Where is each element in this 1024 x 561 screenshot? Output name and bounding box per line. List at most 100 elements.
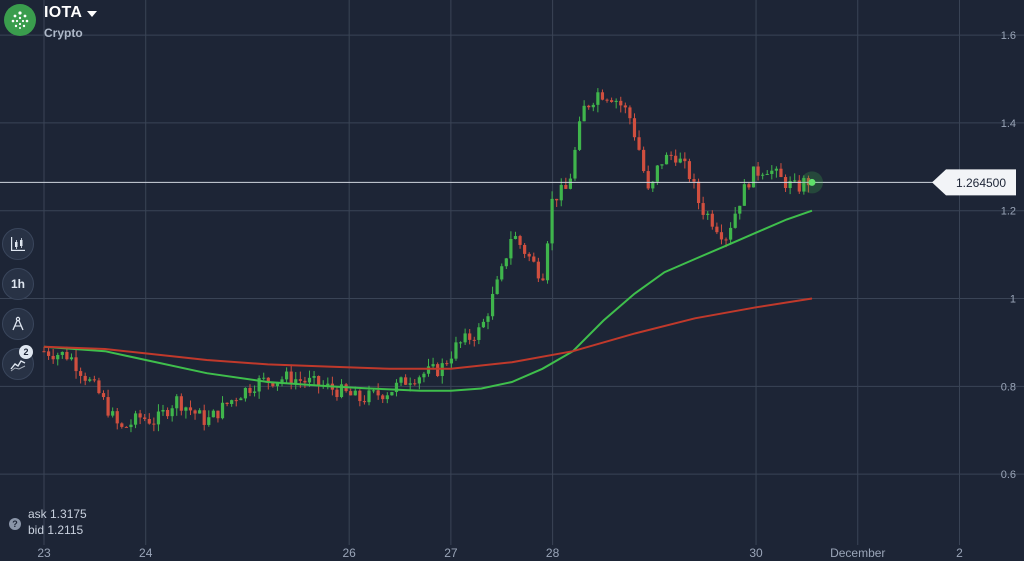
x-tick-label: 23 [37, 546, 51, 560]
candle-down [358, 390, 362, 402]
candle-up [220, 402, 225, 419]
candle-up [211, 410, 215, 418]
candle-up [69, 357, 74, 360]
candle-down [51, 355, 55, 360]
candle-down [92, 379, 96, 381]
chart-type-button[interactable] [2, 228, 34, 260]
x-tick-label: 24 [139, 546, 153, 560]
candle-up [312, 376, 316, 378]
moving-average-slow-line [43, 297, 813, 370]
candle-down [120, 423, 124, 427]
candle-up [614, 100, 618, 102]
candle-up [184, 407, 188, 411]
candle-up [559, 184, 563, 201]
ask-price: ask 1.3175 [28, 507, 87, 521]
candle-down [289, 371, 293, 385]
candle-down [468, 333, 472, 340]
candle-down [779, 168, 783, 178]
candle-down [692, 179, 696, 182]
chart-grid [0, 0, 1024, 545]
candle-down [687, 161, 692, 180]
candle-down [669, 154, 673, 156]
candle-up [133, 413, 138, 425]
candle-down [436, 364, 440, 377]
candle-up [156, 411, 161, 425]
y-tick-label: 0.6 [1001, 469, 1016, 481]
candle-down [376, 390, 380, 396]
candle-down [97, 380, 101, 394]
moving-averages [43, 209, 813, 392]
candle-up [706, 213, 710, 215]
asset-title[interactable]: IOTA [44, 4, 83, 21]
candle-down [317, 376, 321, 386]
candle-down [623, 105, 627, 108]
candle-down [298, 379, 302, 381]
x-tick-label: 27 [444, 546, 458, 560]
help-icon[interactable]: ? [9, 518, 21, 530]
candle-up [454, 342, 458, 359]
x-tick-label: 2 [956, 546, 963, 560]
quote-panel: ask 1.3175 bid 1.2115 [28, 506, 87, 538]
candle-up [326, 383, 330, 386]
candle-up [504, 258, 508, 267]
candle-up [243, 387, 248, 399]
candle-up [678, 158, 682, 163]
chart-toolbar: 1h 2 [2, 228, 34, 388]
candle-up [371, 390, 376, 392]
candle-up [802, 178, 806, 192]
candle-down [587, 105, 591, 108]
drawing-tools-button[interactable] [2, 308, 34, 340]
candle-down [335, 389, 339, 398]
candle-down [362, 401, 367, 403]
candle-down [523, 244, 527, 254]
candle-down [724, 239, 728, 241]
candle-up [733, 213, 737, 228]
candle-down [46, 351, 51, 356]
candle-up [481, 321, 486, 328]
x-tick-label: 30 [749, 546, 763, 560]
candle-up [765, 173, 769, 175]
candle-down [115, 411, 119, 424]
candle-up [257, 378, 261, 392]
candle-up [729, 227, 733, 240]
candle-up [170, 408, 174, 417]
candle-up [513, 236, 518, 239]
indicators-button[interactable]: 2 [2, 345, 34, 380]
candle-down [747, 184, 751, 188]
candle-up [198, 410, 202, 414]
candle-up [660, 164, 664, 166]
chevron-down-icon[interactable] [87, 11, 98, 17]
candle-up [353, 390, 357, 396]
y-tick-label: 1.2 [1001, 206, 1016, 218]
timeframe-button[interactable]: 1h [2, 268, 34, 300]
candle-down [527, 253, 531, 257]
candle-down [642, 149, 646, 172]
candle-down [600, 92, 605, 100]
candle-down [696, 181, 701, 204]
current-price-label: 1.264500 [956, 176, 1006, 190]
candle-up [88, 379, 92, 381]
candle-down [79, 371, 83, 376]
candle-up [394, 382, 399, 393]
candle-up [761, 174, 765, 176]
candle-up [60, 351, 64, 355]
candle-up [294, 379, 298, 385]
candle-up [56, 354, 60, 360]
candle-up [275, 382, 280, 387]
candle-down [101, 393, 106, 398]
candle-up [408, 383, 412, 385]
candle-down [266, 377, 270, 383]
candle-down [216, 410, 220, 419]
candle-down [628, 107, 632, 119]
candle-down [106, 397, 110, 416]
candle-up [449, 358, 453, 364]
candle-down [532, 256, 536, 262]
candle-up [129, 424, 133, 428]
current-price-marker: 1.264500 [0, 169, 1016, 196]
candle-down [234, 400, 238, 402]
candle-up [545, 243, 550, 281]
timeframe-label: 1h [10, 277, 25, 291]
indicator-icon [10, 360, 26, 372]
candle-down [710, 213, 714, 227]
candle-down [138, 413, 142, 418]
